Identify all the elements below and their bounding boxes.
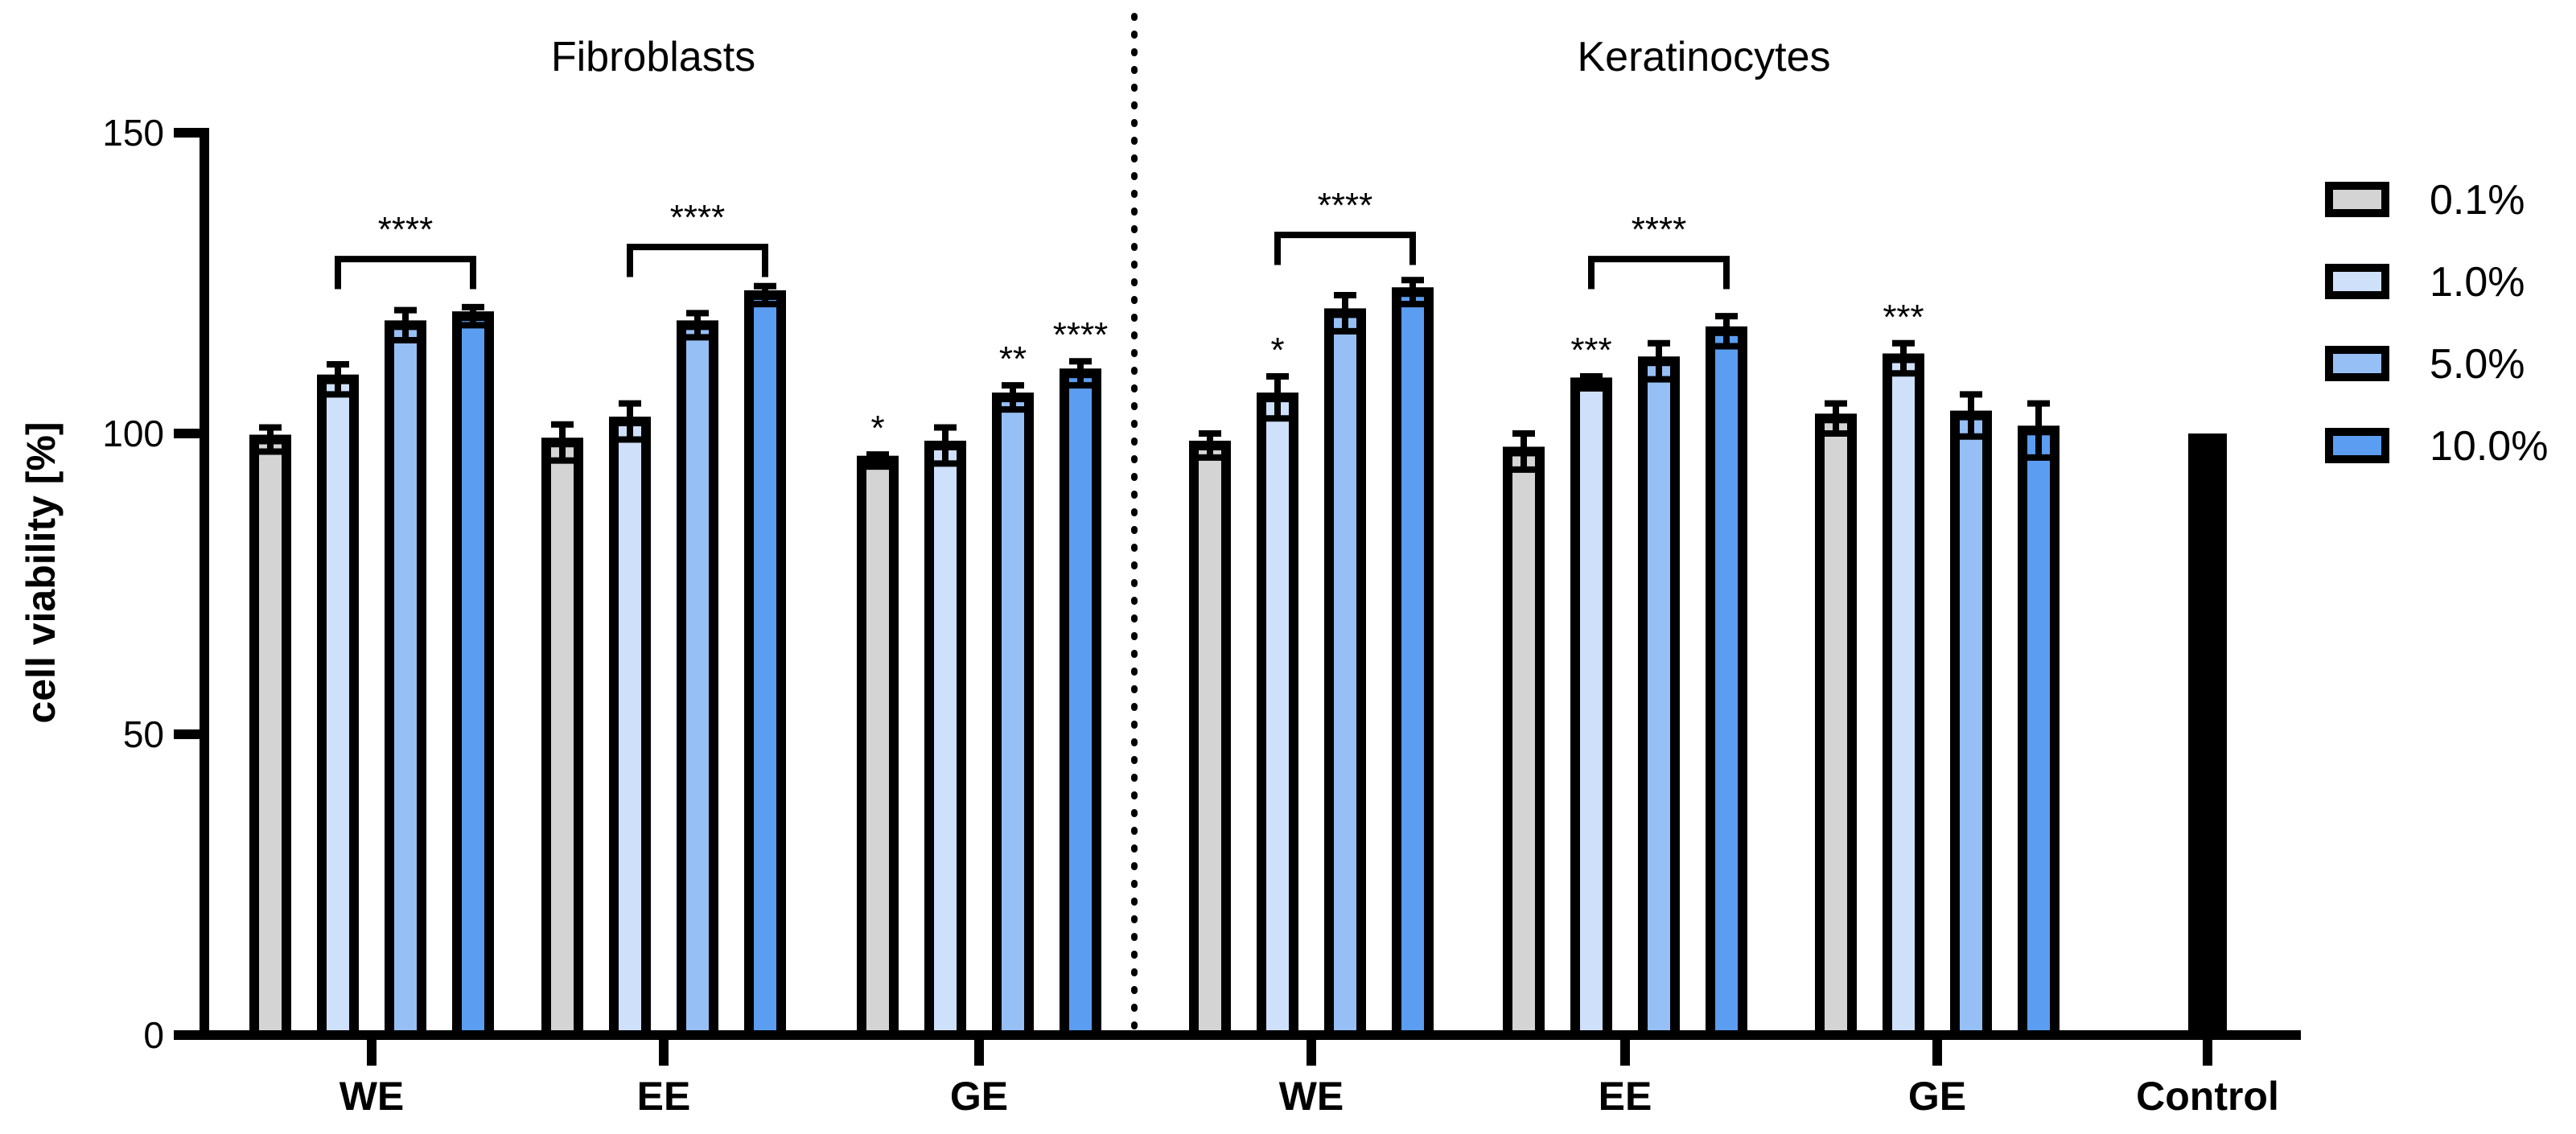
y-tick-label-100: 100 xyxy=(102,413,164,454)
legend-label-2: 5.0% xyxy=(2430,341,2525,388)
legend-label-0: 0.1% xyxy=(2430,177,2525,224)
y-tick-label-0: 0 xyxy=(143,1014,164,1056)
bracket-label: **** xyxy=(378,210,434,249)
bar-keratinocytes-we-0 xyxy=(1189,440,1231,1040)
bar-keratinocytes-ee-2 xyxy=(1638,356,1680,1040)
legend-label-3: 10.0% xyxy=(2430,423,2548,470)
bar-keratinocytes-ee-3 xyxy=(1706,326,1747,1040)
significance-bracket xyxy=(1588,256,1730,290)
legend-swatch-1 xyxy=(2325,264,2389,299)
bracket-label: **** xyxy=(670,198,726,237)
significance-label: * xyxy=(1270,331,1284,370)
bar-fibroblasts-we-3 xyxy=(452,311,494,1040)
panel-title-fibroblasts: Fibroblasts xyxy=(551,34,755,80)
y-axis-title: cell viability [%] xyxy=(19,421,64,723)
legend: 0.1% 1.0% 5.0% 10.0% xyxy=(2325,177,2548,470)
x-category-label: EE xyxy=(637,1074,691,1119)
bar-keratinocytes-ee-1 xyxy=(1570,377,1612,1041)
bar-keratinocytes-ge-2 xyxy=(1950,410,1992,1040)
bar-fibroblasts-ge-2 xyxy=(992,392,1034,1040)
x-category-label: EE xyxy=(1599,1074,1652,1119)
bar-fibroblasts-ee-3 xyxy=(744,290,786,1040)
legend-swatch-3 xyxy=(2325,428,2389,463)
bar-keratinocytes-we-1 xyxy=(1257,392,1298,1040)
x-category-label-control: Control xyxy=(2136,1074,2279,1119)
bar-keratinocytes-ee-0 xyxy=(1503,446,1545,1040)
bar-fibroblasts-ge-0 xyxy=(857,455,899,1040)
bar-keratinocytes-we-3 xyxy=(1392,287,1434,1041)
legend-swatch-0 xyxy=(2325,182,2389,217)
panel-title-keratinocytes: Keratinocytes xyxy=(1577,34,1830,80)
significance-bracket xyxy=(627,244,768,277)
legend-label-1: 1.0% xyxy=(2430,259,2525,306)
bar-fibroblasts-we-2 xyxy=(385,320,426,1040)
bar-fibroblasts-ee-1 xyxy=(609,417,651,1040)
significance-bracket xyxy=(1274,232,1416,265)
bar-keratinocytes-ge-1 xyxy=(1883,353,1924,1040)
x-category-label: GE xyxy=(1908,1074,1966,1119)
bar-keratinocytes-ge-3 xyxy=(2018,425,2060,1040)
bar-keratinocytes-we-2 xyxy=(1324,308,1366,1040)
x-category-label: WE xyxy=(339,1074,405,1119)
y-tick-label-50: 50 xyxy=(123,713,164,755)
bar-fibroblasts-ee-0 xyxy=(541,438,583,1040)
bracket-label: **** xyxy=(1318,186,1373,225)
bar-fibroblasts-we-1 xyxy=(317,374,359,1040)
significance-label: *** xyxy=(1883,298,1924,337)
significance-bracket xyxy=(335,256,476,290)
bar-fibroblasts-we-0 xyxy=(249,434,291,1040)
bar-fibroblasts-ee-2 xyxy=(677,320,718,1040)
significance-label: *** xyxy=(1570,331,1611,370)
y-tick-label-150: 150 xyxy=(102,112,164,154)
x-category-label: GE xyxy=(950,1074,1008,1119)
bar-fibroblasts-ge-3 xyxy=(1060,368,1101,1040)
legend-swatch-2 xyxy=(2325,346,2389,381)
bracket-label: **** xyxy=(1632,210,1687,249)
bar-control xyxy=(2188,433,2227,1035)
significance-label: * xyxy=(870,409,884,448)
bar-fibroblasts-ge-1 xyxy=(924,440,966,1040)
significance-label: ** xyxy=(999,339,1027,379)
x-category-label: WE xyxy=(1279,1074,1344,1119)
significance-label: **** xyxy=(1053,315,1109,355)
bar-keratinocytes-ge-0 xyxy=(1815,413,1857,1040)
